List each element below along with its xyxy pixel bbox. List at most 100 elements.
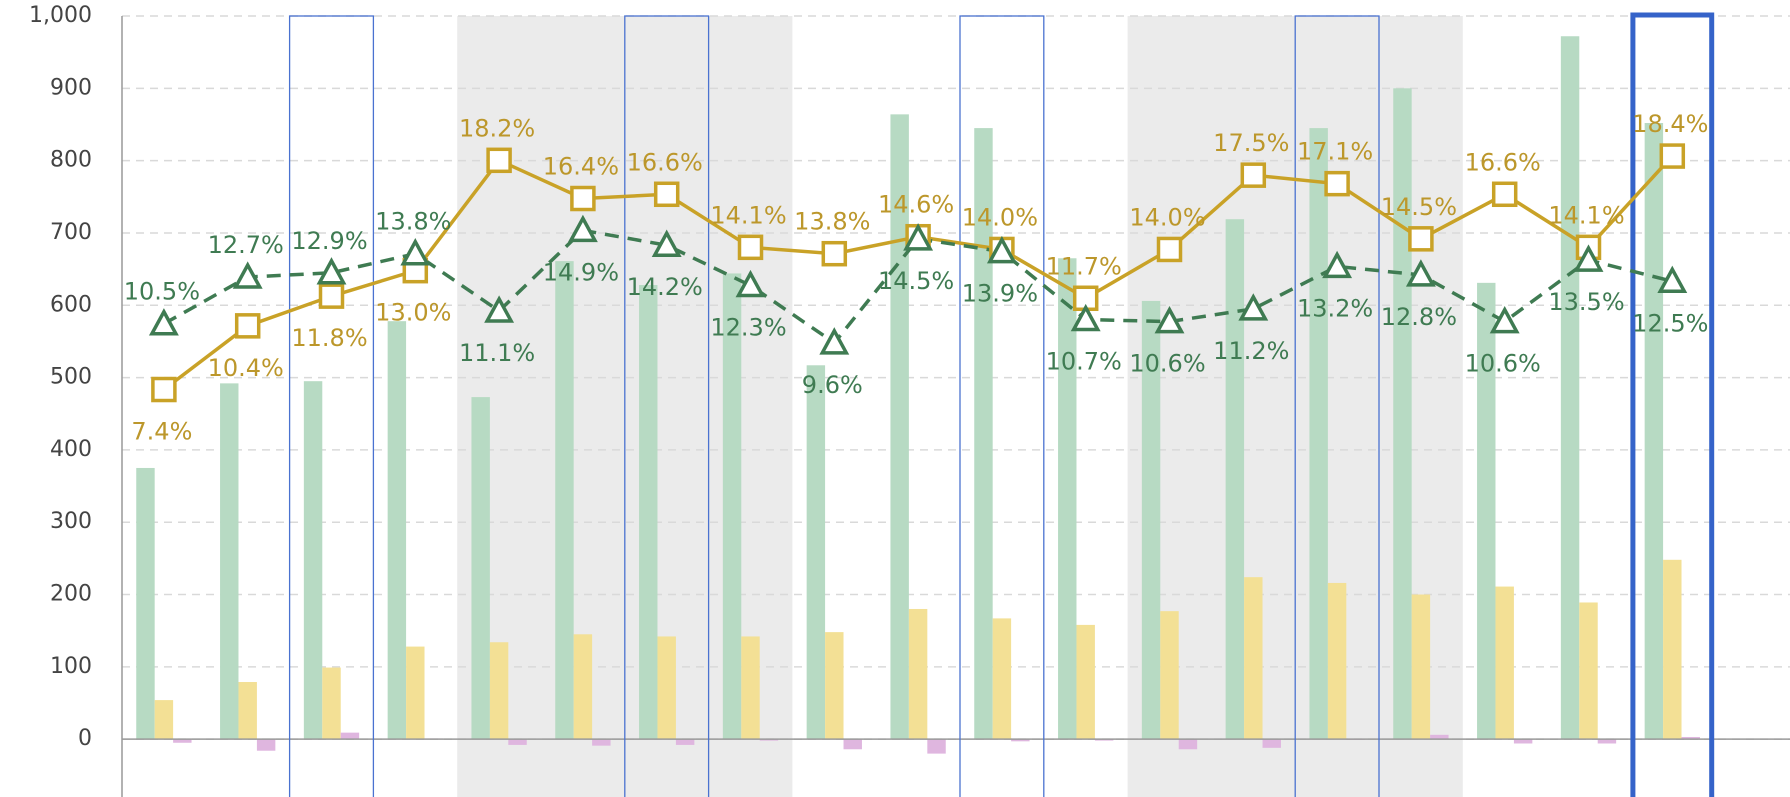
marker [1156,236,1183,263]
bar [1393,88,1412,740]
data-label: 17.1% [1297,138,1373,166]
bar [1076,624,1095,740]
y-tick-label: 200 [50,582,92,607]
data-label: 14.0% [1129,203,1205,231]
bar [1160,611,1179,740]
data-label: 11.2% [1213,337,1289,365]
data-label: 11.7% [1046,252,1122,280]
marker [903,223,934,251]
bar [1644,123,1664,740]
bar [220,383,239,740]
bar [1477,282,1496,740]
data-label: 12.9% [291,227,367,255]
bar [471,397,490,740]
marker [1322,250,1353,279]
y-tick-label: 500 [50,365,92,390]
bar [508,739,527,745]
marker [821,240,848,267]
marker [986,235,1017,264]
bar [927,739,946,754]
marker [735,269,766,298]
y-tick-label: 600 [50,292,92,317]
marker [1238,293,1269,321]
marker [651,229,682,257]
data-label: 13.2% [1297,294,1373,322]
marker [1240,162,1267,188]
outlined-band [1294,15,1380,797]
data-label: 10.7% [1046,347,1122,375]
data-label: 16.6% [627,148,703,176]
bar [387,321,407,740]
outlined-band [624,15,710,797]
y-tick-label: 1,000 [29,3,92,28]
bar [1262,739,1281,748]
bar [639,285,658,740]
bar [722,273,742,740]
data-label: 13.8% [794,208,870,236]
marker [653,181,680,208]
y-tick-label: 100 [50,654,92,679]
data-label: 10.5% [124,278,200,306]
marker [1405,259,1436,287]
data-label: 11.8% [291,324,367,352]
bar [256,739,276,751]
bar [675,739,695,745]
bar [1178,739,1198,750]
bar [1309,128,1328,740]
data-label: 14.5% [878,267,954,295]
marker [1070,303,1101,332]
data-label: 18.4% [1632,110,1708,138]
data-label: 14.2% [627,273,703,301]
marker [1489,305,1520,334]
bar [1495,586,1514,740]
bar [890,114,909,740]
data-label: 12.7% [208,231,284,259]
data-label: 16.4% [543,153,619,181]
marker [567,214,598,243]
y-tick-label: 700 [50,220,92,245]
data-label: 12.5% [1632,309,1708,337]
marker [1573,244,1604,272]
bar [154,700,174,740]
bar [1560,36,1580,740]
data-label: 9.6% [802,371,863,399]
y-tick-label: 800 [50,148,92,173]
bar [406,646,425,740]
bar [573,634,593,740]
bar [592,739,611,746]
data-label: 11.1% [459,339,535,367]
bar [908,608,928,740]
outlined-band [288,15,375,797]
marker [1154,305,1185,334]
bar [1327,582,1347,740]
data-label: 17.5% [1213,129,1289,157]
bar [992,618,1012,740]
bar [1430,734,1449,740]
marker [232,261,263,289]
data-label: 13.9% [962,280,1038,308]
marker [1408,226,1434,252]
data-label: 12.3% [710,314,786,342]
bar [1225,219,1245,740]
data-label: 10.6% [1129,350,1205,378]
data-label: 12.8% [1381,303,1457,331]
bar [1681,736,1700,740]
bar [825,632,844,740]
bar [657,636,676,740]
bar [1411,594,1431,740]
bar [1058,258,1077,740]
data-label: 14.5% [1381,193,1457,221]
marker [570,185,596,212]
marker [737,234,764,261]
bar [136,467,155,740]
marker [1659,143,1686,169]
data-label: 7.4% [131,418,192,446]
selected-band [1630,12,1715,797]
data-label: 10.4% [208,354,284,382]
marker [318,283,345,309]
data-label: 13.5% [1548,288,1624,316]
bar [741,636,760,740]
data-label: 14.6% [878,191,954,219]
marker [234,313,261,339]
